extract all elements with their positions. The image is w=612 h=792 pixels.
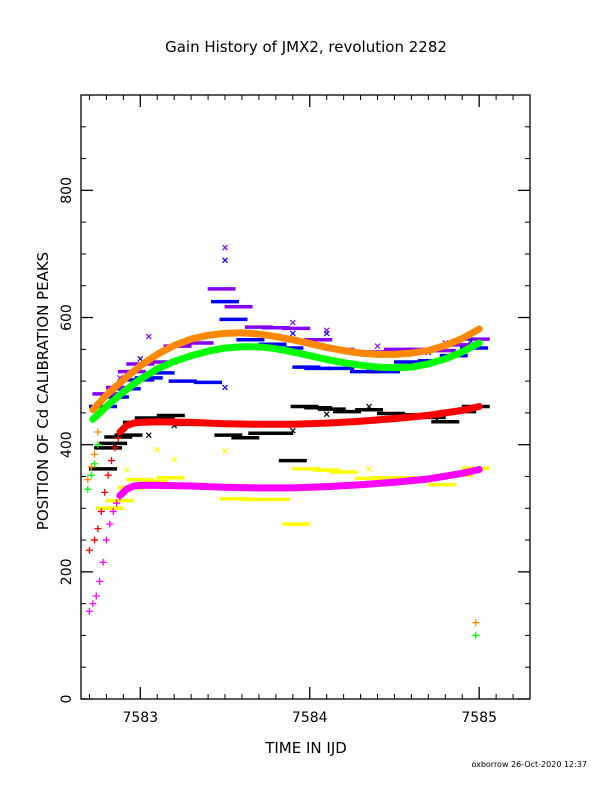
data-point-plus bbox=[94, 441, 102, 449]
data-point-cross bbox=[145, 432, 152, 439]
data-point-plus bbox=[97, 507, 105, 515]
data-point-cross bbox=[289, 427, 296, 434]
data-point-plus bbox=[104, 471, 112, 479]
data-point-plus bbox=[107, 457, 115, 465]
data-point-plus bbox=[96, 577, 104, 585]
data-point-plus bbox=[111, 444, 119, 452]
data-point-plus bbox=[84, 476, 92, 484]
data-point-plus bbox=[109, 507, 117, 515]
data-marks-layer bbox=[84, 244, 490, 639]
data-point-cross bbox=[289, 330, 296, 337]
data-point-plus bbox=[106, 520, 114, 528]
data-point-cross bbox=[289, 319, 296, 326]
data-point-plus bbox=[87, 471, 95, 479]
data-point-plus bbox=[102, 536, 110, 544]
data-point-cross bbox=[222, 384, 228, 391]
data-point-plus bbox=[114, 434, 122, 442]
data-point-cross bbox=[366, 465, 372, 472]
fit-curve bbox=[116, 403, 483, 436]
fit-curve bbox=[89, 339, 483, 423]
data-point-plus bbox=[91, 450, 99, 458]
data-point-plus bbox=[472, 619, 480, 627]
data-point-plus bbox=[99, 558, 107, 566]
fit-curve bbox=[116, 466, 483, 499]
data-point-cross bbox=[366, 403, 372, 410]
y-axis-label: POSITION OF Cd CALIBRATION PEAKS bbox=[34, 252, 52, 530]
plot-frame bbox=[80, 94, 531, 700]
data-point-cross bbox=[154, 446, 161, 453]
y-tick-label: 200 bbox=[59, 558, 75, 585]
y-tick-label: 0 bbox=[59, 695, 75, 704]
data-point-cross bbox=[222, 257, 228, 264]
data-point-plus bbox=[85, 546, 93, 554]
data-point-cross bbox=[171, 456, 178, 463]
x-axis-label: TIME IN IJD bbox=[264, 739, 347, 757]
data-point-cross bbox=[222, 448, 228, 454]
y-tick-label: 600 bbox=[59, 304, 75, 331]
x-tick-label: 7585 bbox=[461, 710, 497, 726]
data-point-cross bbox=[222, 244, 228, 251]
data-point-cross bbox=[123, 467, 130, 474]
x-tick-label: 7584 bbox=[292, 710, 328, 726]
y-tick-label: 400 bbox=[59, 431, 75, 458]
data-point-plus bbox=[94, 428, 102, 436]
data-point-plus bbox=[113, 499, 121, 507]
y-tick-label: 800 bbox=[59, 177, 75, 204]
data-point-plus bbox=[89, 600, 97, 608]
data-point-cross bbox=[374, 343, 381, 350]
data-point-plus bbox=[94, 525, 102, 533]
x-tick-label: 7583 bbox=[122, 710, 158, 726]
data-point-plus bbox=[84, 485, 92, 493]
data-point-plus bbox=[92, 592, 100, 600]
fit-curve bbox=[89, 325, 483, 414]
data-point-cross bbox=[323, 411, 330, 418]
data-point-plus bbox=[85, 607, 93, 615]
data-point-plus bbox=[91, 536, 99, 544]
data-point-plus bbox=[87, 463, 95, 471]
chart-title: Gain History of JMX2, revolution 2282 bbox=[165, 38, 447, 56]
data-point-plus bbox=[91, 460, 99, 468]
data-point-plus bbox=[101, 488, 109, 496]
footer-credit: oxborrow 26-Oct-2020 12:37 bbox=[471, 760, 587, 769]
tick-layer: 7583 7584 7585 0 200 400 600 800 bbox=[59, 95, 530, 726]
data-point-cross bbox=[145, 333, 152, 340]
data-point-plus bbox=[472, 631, 480, 639]
data-point-cross bbox=[323, 327, 330, 334]
